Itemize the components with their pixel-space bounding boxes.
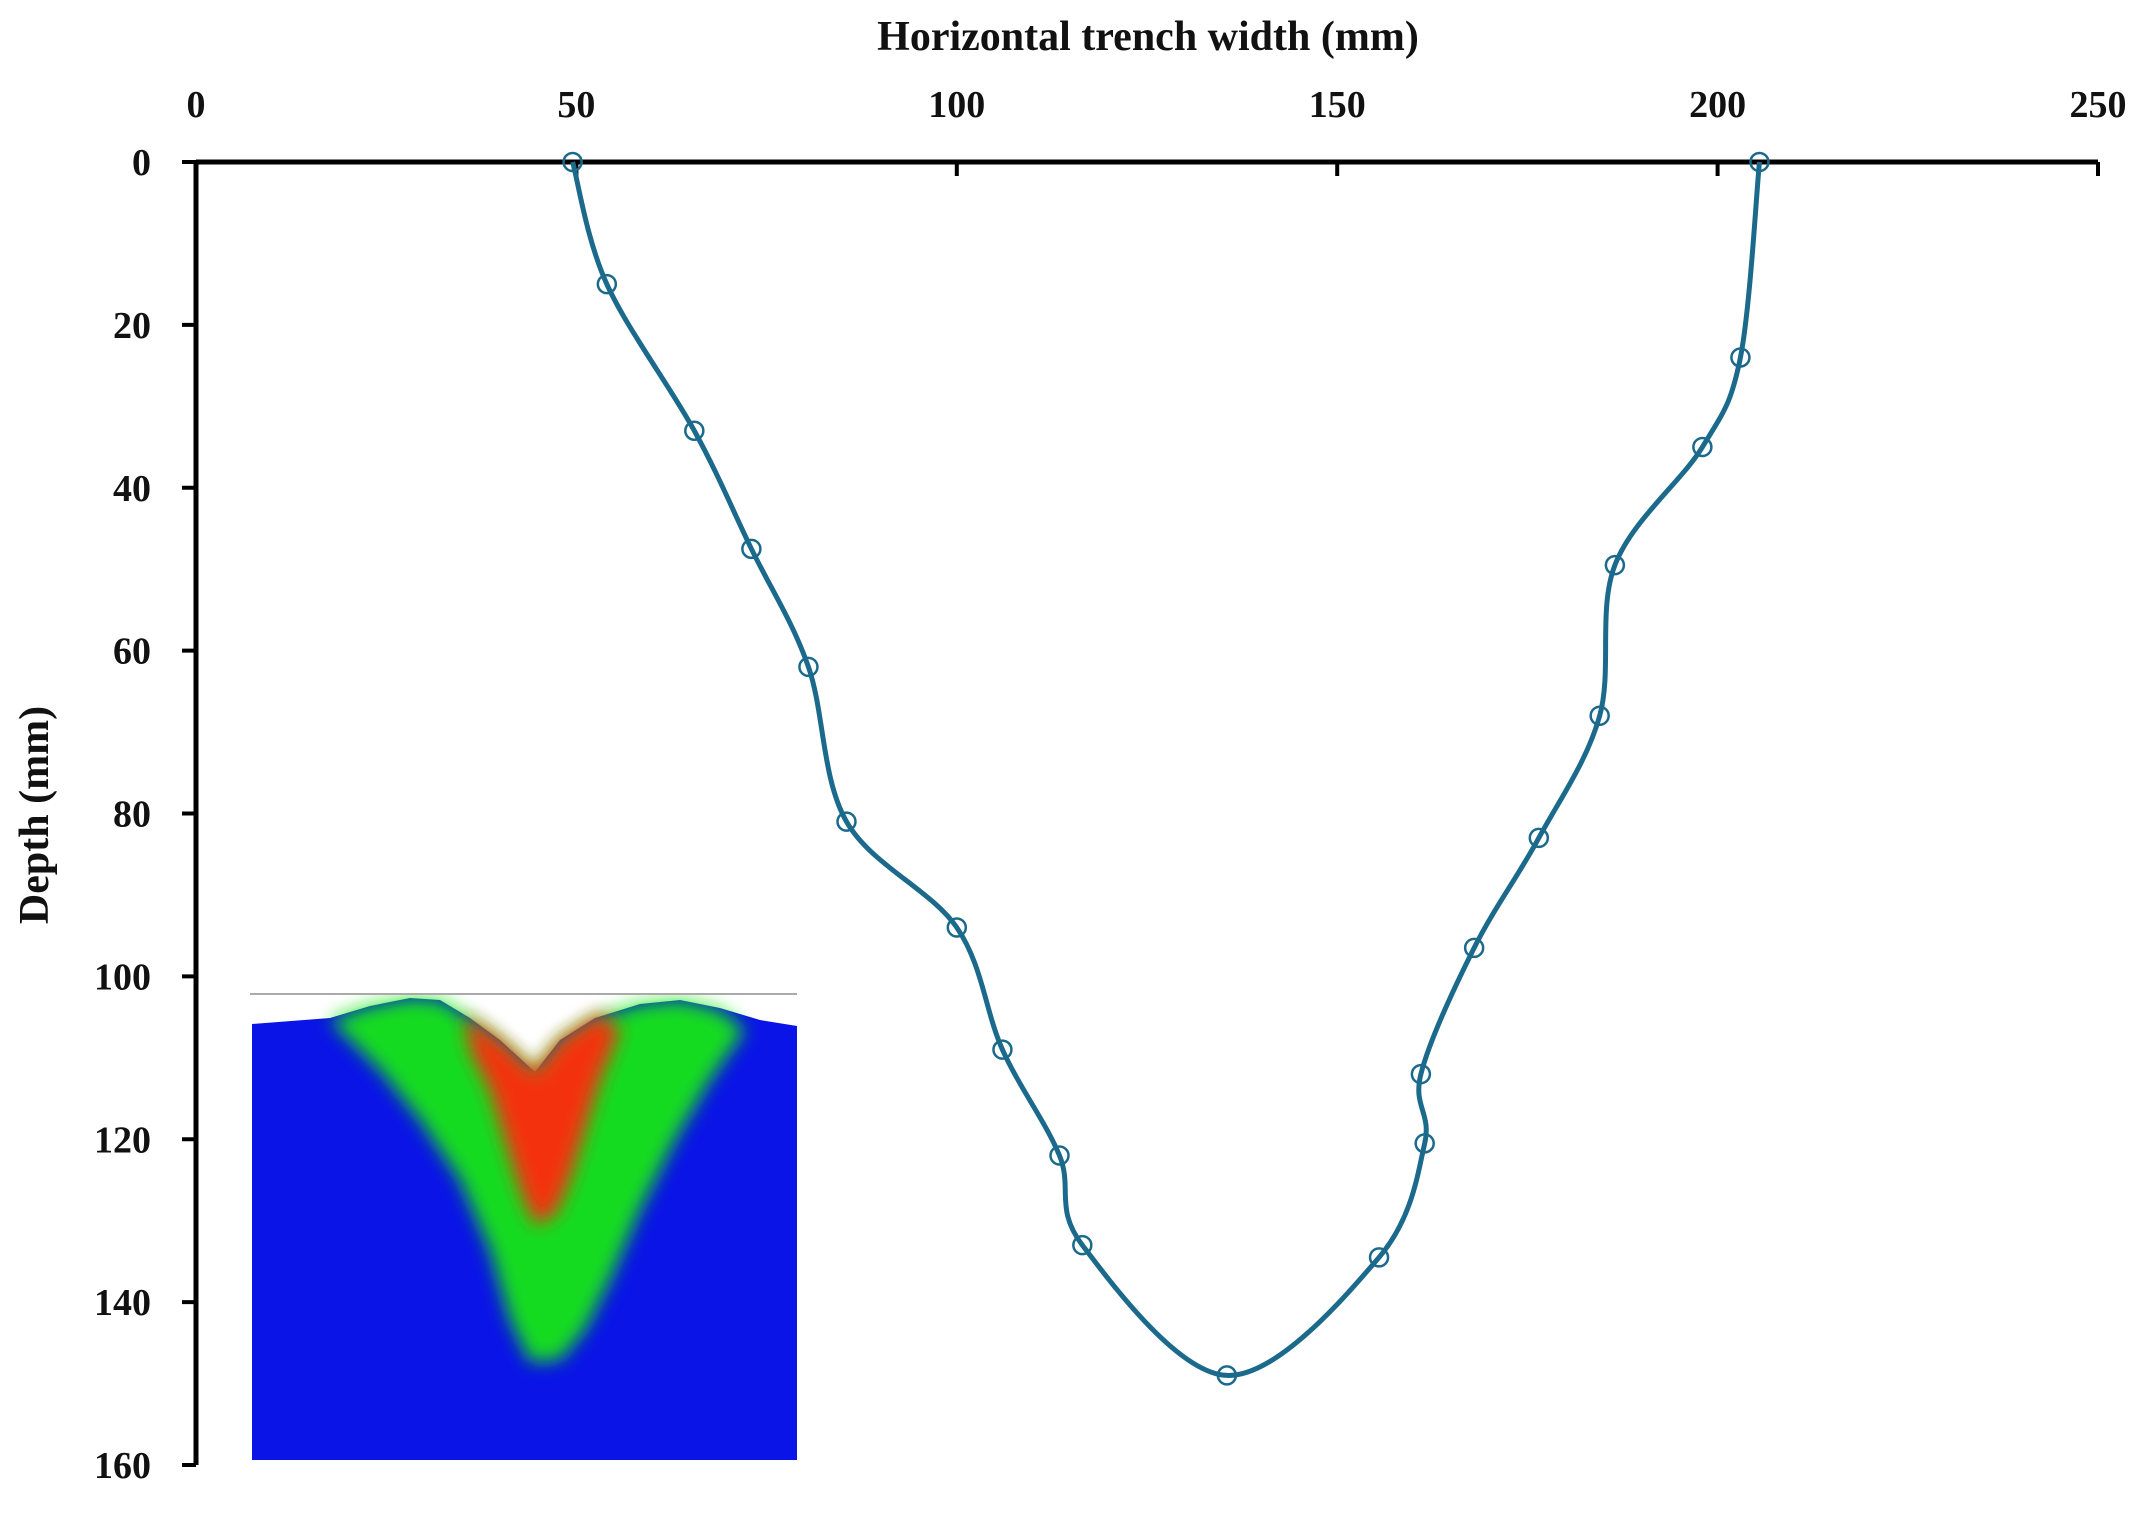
data-point-marker: [1072, 1234, 1093, 1256]
y-axis-title: Depth (mm): [12, 706, 58, 924]
y-tick-label: 120: [94, 1119, 151, 1161]
data-point-marker: [992, 1039, 1013, 1060]
data-point-marker: [798, 656, 819, 678]
data-point-marker: [1730, 347, 1751, 368]
data-point-marker: [1589, 705, 1610, 727]
y-tick-label: 20: [113, 305, 151, 347]
y-tick-label: 0: [132, 142, 151, 184]
data-point-marker: [1410, 1063, 1432, 1085]
y-tick-label: 80: [113, 794, 151, 836]
x-tick-label: 200: [1689, 84, 1746, 126]
data-point-marker: [562, 151, 583, 173]
data-point-marker: [1749, 151, 1770, 173]
x-ticks: 0 50 100 150 200 250: [187, 84, 2127, 176]
y-tick-label: 100: [94, 956, 151, 998]
x-tick-label: 0: [187, 84, 206, 126]
axes: 0 50 100 150 200 250 0 20 40 60 80 100 120 140 160: [94, 84, 2127, 1487]
data-point-marker: [1604, 554, 1626, 576]
series-group: [562, 151, 1770, 1386]
x-tick-label: 250: [2070, 84, 2127, 126]
y-tick-label: 160: [94, 1445, 151, 1487]
y-ticks: 0 20 40 60 80 100 120 140 160: [94, 142, 196, 1487]
data-point-marker: [1692, 436, 1713, 458]
data-point-marker: [836, 811, 857, 832]
data-point-marker: [1216, 1365, 1238, 1386]
data-point-marker: [1528, 827, 1550, 849]
x-axis-title: Horizontal trench width (mm): [877, 14, 1419, 60]
data-point-marker: [684, 420, 705, 441]
x-tick-label: 150: [1309, 84, 1366, 126]
data-point-marker: [1049, 1145, 1070, 1166]
series-line: [570, 161, 1762, 1378]
y-tick-label: 140: [94, 1282, 151, 1324]
y-tick-label: 40: [113, 468, 151, 510]
x-tick-label: 50: [557, 84, 595, 126]
data-point-marker: [1463, 937, 1485, 959]
data-point-marker: [1414, 1133, 1435, 1154]
inset-red-core: [465, 1014, 620, 1225]
x-tick-label: 100: [928, 84, 985, 126]
y-tick-label: 60: [113, 631, 151, 673]
data-point-marker: [946, 917, 968, 938]
data-point-marker: [1368, 1247, 1390, 1268]
data-point-marker: [741, 538, 762, 560]
inset-simulation-image: [250, 993, 797, 1460]
data-point-marker: [596, 273, 618, 295]
